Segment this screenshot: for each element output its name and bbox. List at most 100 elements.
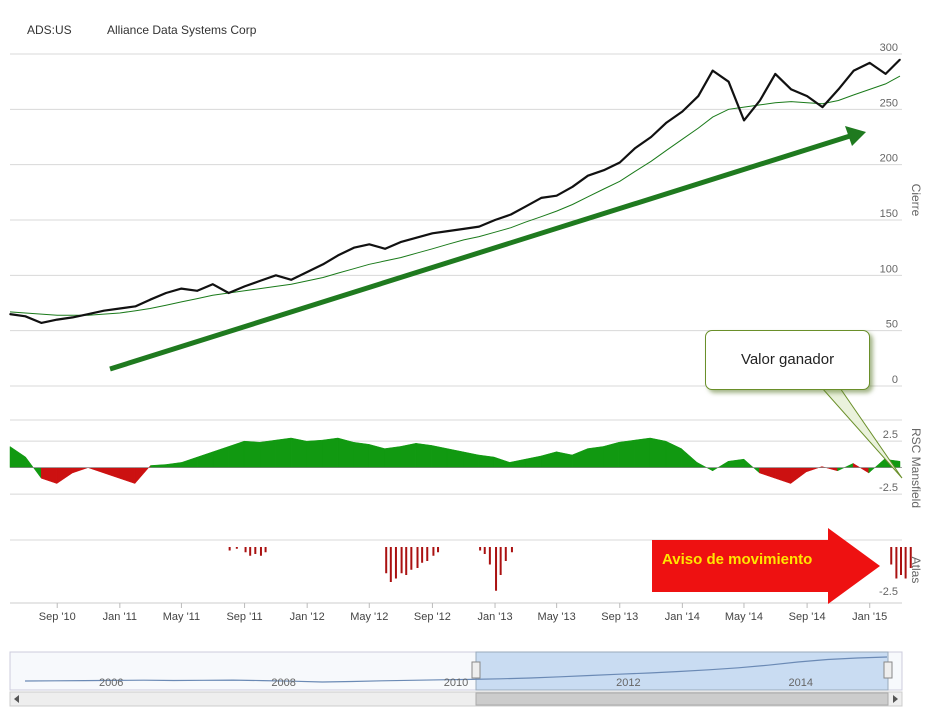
atlas-bar	[499, 547, 502, 575]
price-point	[353, 246, 355, 249]
rsc-area-segment	[181, 456, 198, 468]
rsc-area-segment	[727, 458, 745, 468]
price-tick-label: 200	[880, 153, 898, 165]
price-point	[494, 219, 496, 221]
rsc-area-segment	[306, 439, 323, 468]
ticker-label: ADS:US	[27, 23, 72, 37]
rsc-area-segment	[431, 445, 448, 468]
price-tick-label: 50	[886, 319, 898, 331]
rsc-panel: 2.5 -2.5	[9, 419, 902, 495]
price-point	[384, 247, 386, 250]
price-point	[837, 88, 840, 91]
price-point	[618, 161, 621, 164]
date-tick-label: Sep '10	[39, 611, 76, 623]
price-point	[290, 278, 293, 281]
atlas-bar	[426, 547, 429, 561]
rsc-area-segment	[400, 442, 417, 468]
price-line	[9, 58, 901, 324]
rsc-area-segment	[634, 437, 651, 468]
rsc-area-segment	[103, 467, 120, 479]
navigator-year-label: 2010	[444, 677, 468, 689]
price-point	[743, 119, 745, 122]
atlas-bar	[504, 547, 507, 561]
price-point	[415, 236, 418, 239]
navigator-handle[interactable]	[471, 661, 481, 679]
price-axis-title: Cierre	[909, 184, 923, 217]
rsc-area-segment	[290, 437, 307, 468]
atlas-bar	[410, 547, 413, 570]
price-point	[56, 318, 59, 321]
rsc-area-segment	[384, 446, 401, 468]
atlas-bar	[510, 547, 513, 553]
price-point	[634, 147, 636, 149]
price-point	[806, 95, 808, 97]
atlas-bar	[904, 547, 907, 579]
atlas-bar	[254, 547, 257, 554]
price-point	[399, 241, 402, 243]
atlas-bar	[900, 547, 902, 575]
date-tick-label: May '12	[350, 611, 388, 623]
price-point	[322, 263, 324, 266]
scroll-right-icon[interactable]	[893, 695, 898, 703]
atlas-bar	[890, 547, 893, 565]
price-point	[259, 280, 261, 282]
date-tick-label: Jan '13	[477, 611, 512, 623]
rsc-area-segment	[556, 451, 573, 468]
atlas-bar	[249, 547, 252, 556]
date-tick-label: Jan '15	[852, 611, 887, 623]
rsc-area-segment	[275, 437, 292, 468]
atlas-bar	[264, 547, 267, 553]
rsc-area-segment	[618, 439, 635, 468]
price-point	[650, 136, 652, 138]
atlas-bar	[488, 547, 491, 565]
scroll-left-icon[interactable]	[14, 695, 19, 703]
rsc-area-segment	[525, 455, 542, 468]
atlas-bar	[235, 547, 238, 549]
rsc-area-segment	[493, 456, 510, 468]
price-point	[571, 186, 574, 188]
price-point	[868, 62, 871, 64]
price-point	[697, 95, 700, 97]
price-point	[227, 292, 230, 294]
atlas-bar	[479, 547, 482, 551]
rsc-area-segment	[119, 467, 136, 484]
moving-average-line	[9, 75, 901, 316]
rsc-area-segment	[212, 446, 229, 468]
rsc-area-segment	[322, 437, 339, 468]
rsc-area-segment	[40, 467, 58, 484]
range-navigator[interactable]: 2006 2008 2010 2012 2014	[9, 651, 903, 707]
rsc-area-segment	[868, 458, 885, 474]
price-point	[790, 88, 792, 91]
price-point	[884, 73, 887, 75]
rsc-area-segment	[462, 451, 479, 468]
navigator-scroll-thumb[interactable]	[475, 692, 889, 706]
atlas-tick-label: -2.5	[879, 586, 898, 598]
warning-arrow-icon	[652, 528, 880, 604]
price-point	[180, 287, 183, 290]
price-point	[759, 99, 761, 102]
rsc-area-segment	[696, 461, 713, 472]
navigator-handle[interactable]	[883, 661, 893, 679]
rsc-area-segment	[415, 443, 432, 468]
rsc-area-segment	[243, 440, 261, 468]
navigator-year-label: 2014	[789, 677, 813, 689]
price-point	[555, 194, 558, 197]
price-point	[431, 232, 434, 235]
price-point	[134, 305, 137, 308]
price-point	[774, 73, 777, 75]
rsc-area-segment	[337, 437, 354, 468]
price-point	[478, 225, 480, 228]
atlas-bar	[259, 547, 262, 556]
date-tick-label: Jan '11	[103, 611, 137, 623]
rsc-area-segment	[478, 454, 495, 468]
price-point	[243, 285, 246, 288]
atlas-bar	[385, 547, 388, 574]
atlas-bar	[228, 547, 231, 551]
price-point	[821, 106, 824, 108]
price-point	[196, 290, 199, 292]
price-point	[447, 230, 449, 232]
rsc-area-segment	[603, 441, 620, 468]
date-tick-label: Sep '14	[789, 611, 826, 623]
atlas-bar	[437, 547, 440, 553]
